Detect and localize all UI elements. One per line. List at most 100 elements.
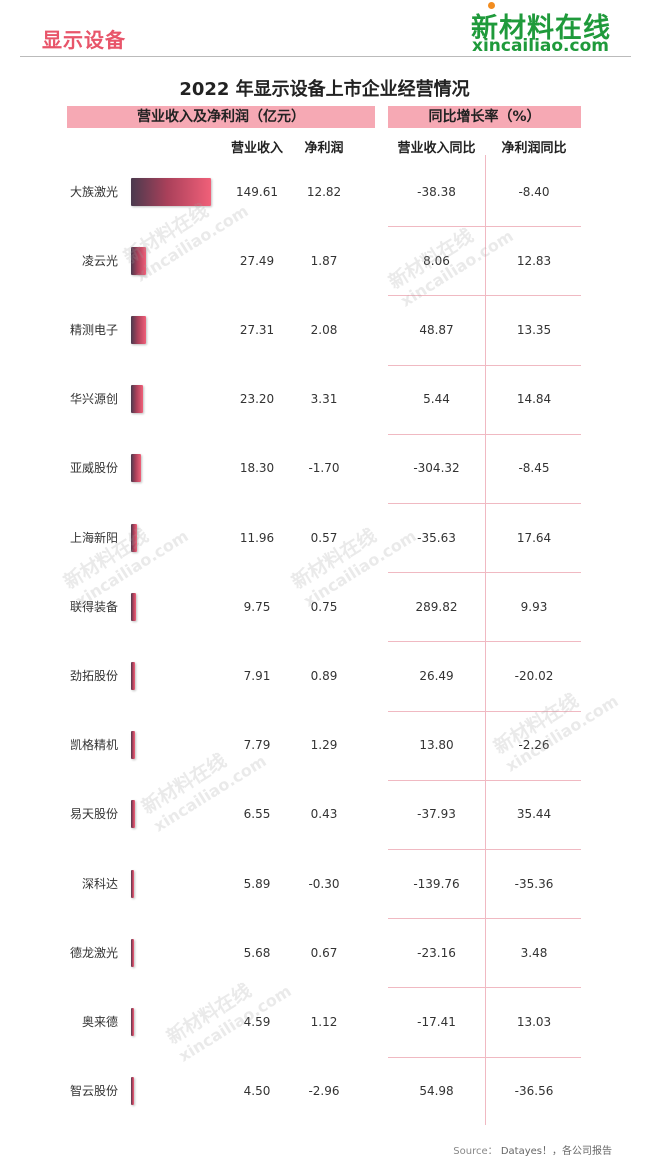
revenue-value: 5.68 xyxy=(243,945,271,960)
revenue-yoy-value: -17.41 xyxy=(417,1015,456,1029)
company-name: 联得装备 xyxy=(69,599,118,614)
company-name: 亚威股份 xyxy=(69,461,118,476)
source-label: Source： xyxy=(453,1146,498,1157)
profit-yoy-value: 12.83 xyxy=(516,253,552,268)
profit-yoy-value: 35.44 xyxy=(516,807,552,822)
row-separator xyxy=(388,365,581,366)
company-name: 华兴源创 xyxy=(69,392,118,407)
section-title: 显示设备 xyxy=(42,28,126,52)
chart-title: 2022 年显示设备上市企业经营情况 xyxy=(179,79,470,100)
revenue-bar xyxy=(131,662,136,690)
row-separator xyxy=(388,849,581,850)
company-name: 德龙激光 xyxy=(69,945,118,960)
net-profit-value: -2.96 xyxy=(308,1084,340,1099)
colhead-profit-yoy: 净利润同比 xyxy=(501,141,567,156)
logo-text: 新材料在线 xyxy=(471,13,611,44)
row-separator xyxy=(388,1057,581,1058)
net-profit-value: 0.67 xyxy=(310,945,338,960)
column-divider xyxy=(485,155,486,1125)
profit-yoy-value: -35.36 xyxy=(514,876,554,891)
revenue-value: 27.31 xyxy=(239,323,275,337)
row-separator xyxy=(388,987,581,988)
revenue-bar xyxy=(131,454,141,483)
profit-yoy-value: -8.40 xyxy=(518,184,550,199)
profit-yoy-value: 17.64 xyxy=(516,530,552,545)
revenue-bar xyxy=(131,1008,134,1036)
company-name: 深科达 xyxy=(81,876,118,891)
row-separator xyxy=(388,780,581,781)
company-name: 奥来德 xyxy=(81,1015,118,1029)
profit-yoy-value: 14.84 xyxy=(516,392,552,407)
header-divider xyxy=(20,56,631,57)
source-text: Datayes！，各公司报告 xyxy=(500,1146,612,1157)
watermark: 新材料在线 xincailiao.com xyxy=(60,507,193,613)
net-profit-value: 0.57 xyxy=(310,530,338,545)
revenue-bar xyxy=(131,938,135,967)
revenue-value: 9.75 xyxy=(243,599,271,614)
net-profit-value: 1.12 xyxy=(310,1015,338,1029)
revenue-yoy-value: 5.44 xyxy=(423,392,450,407)
row-separator xyxy=(388,503,581,504)
revenue-bar xyxy=(131,246,146,275)
profit-yoy-value: -36.56 xyxy=(514,1084,554,1099)
profit-yoy-value: 13.35 xyxy=(516,323,552,337)
net-profit-value: 0.43 xyxy=(310,807,338,822)
company-name: 劲拓股份 xyxy=(69,669,118,683)
revenue-bar xyxy=(131,1077,134,1106)
net-profit-value: -0.30 xyxy=(308,876,340,891)
revenue-yoy-value: 26.49 xyxy=(419,669,454,683)
revenue-value: 23.20 xyxy=(239,392,275,407)
net-profit-value: 12.82 xyxy=(306,184,342,199)
revenue-yoy-value: -38.38 xyxy=(417,184,456,199)
revenue-yoy-value: 54.98 xyxy=(419,1084,454,1099)
revenue-value: 4.59 xyxy=(243,1015,271,1029)
colhead-net-profit: 净利润 xyxy=(304,141,344,156)
source-note: Source： Datayes！，各公司报告 xyxy=(453,1142,612,1157)
revenue-bar xyxy=(131,523,138,552)
net-profit-value: 3.31 xyxy=(310,392,338,407)
revenue-bar xyxy=(131,592,137,621)
watermark: 新材料在线 xincailiao.com xyxy=(288,507,421,613)
net-profit-value: 0.75 xyxy=(310,599,338,614)
row-separator xyxy=(388,572,581,573)
revenue-yoy-value: 13.80 xyxy=(419,738,454,753)
revenue-value: 7.79 xyxy=(243,738,271,753)
profit-yoy-value: -20.02 xyxy=(514,669,554,683)
row-separator xyxy=(388,918,581,919)
row-separator xyxy=(388,641,581,642)
revenue-bar xyxy=(131,731,136,760)
revenue-value: 5.89 xyxy=(243,876,271,891)
revenue-bar xyxy=(131,385,144,414)
revenue-bar xyxy=(131,316,146,344)
net-profit-value: 0.89 xyxy=(310,669,338,683)
revenue-value: 18.30 xyxy=(239,461,275,476)
net-profit-value: 1.87 xyxy=(310,253,338,268)
revenue-yoy-value: 8.06 xyxy=(423,253,450,268)
revenue-value: 27.49 xyxy=(239,253,275,268)
row-separator xyxy=(388,226,581,227)
net-profit-value: -1.70 xyxy=(308,461,340,476)
revenue-bar xyxy=(131,800,135,829)
profit-yoy-value: 9.93 xyxy=(520,599,548,614)
net-profit-value: 1.29 xyxy=(310,738,338,753)
revenue-yoy-value: 289.82 xyxy=(415,599,458,614)
company-name: 凌云光 xyxy=(81,253,118,268)
band-revenue-profit: 营业收入及净利润（亿元） xyxy=(67,106,375,128)
revenue-yoy-value: -37.93 xyxy=(417,807,456,822)
company-name: 凯格精机 xyxy=(69,738,118,753)
revenue-bar xyxy=(131,869,135,898)
revenue-yoy-value: -23.16 xyxy=(417,945,456,960)
profit-yoy-value: -2.26 xyxy=(518,738,550,753)
company-name: 精测电子 xyxy=(69,323,118,337)
company-name: 上海新阳 xyxy=(69,530,118,545)
profit-yoy-value: -8.45 xyxy=(518,461,550,476)
profit-yoy-value: 13.03 xyxy=(516,1015,552,1029)
revenue-value: 4.50 xyxy=(243,1084,271,1099)
revenue-value: 6.55 xyxy=(243,807,271,822)
revenue-yoy-value: -35.63 xyxy=(417,530,456,545)
company-name: 智云股份 xyxy=(69,1084,118,1099)
net-profit-value: 2.08 xyxy=(310,323,338,337)
logo-dot-icon xyxy=(488,2,495,9)
revenue-yoy-value: -139.76 xyxy=(413,876,460,891)
watermark: 新材料在线 xincailiao.com xyxy=(138,732,271,838)
